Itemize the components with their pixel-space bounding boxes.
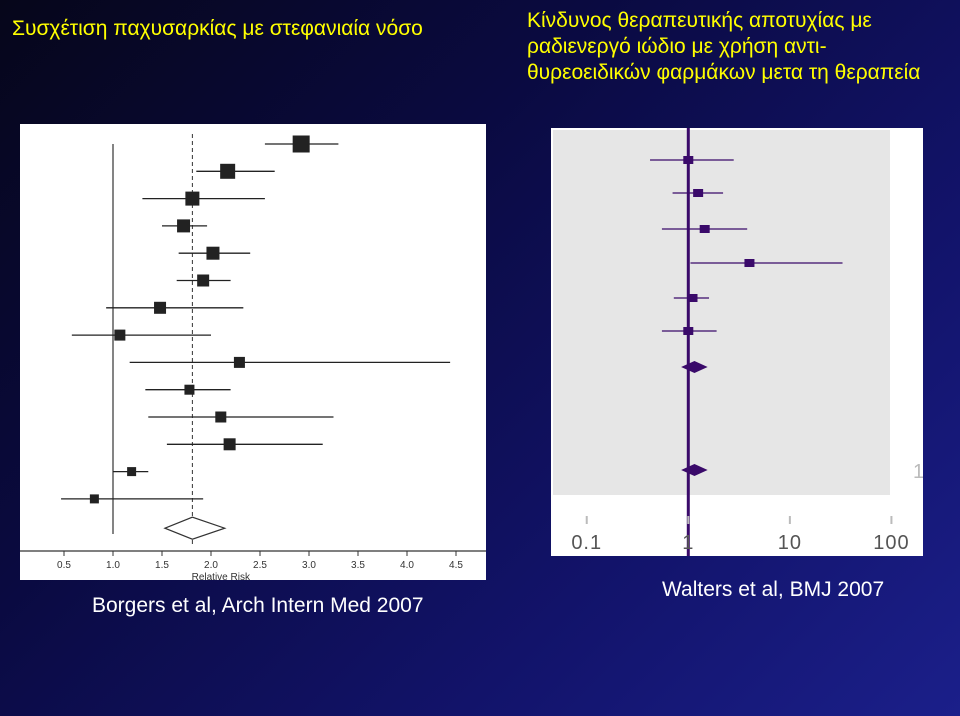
x-tick-label: 2.5 (253, 560, 267, 571)
forest-plot-right-svg: 1 0.1 1 10 100 (553, 128, 923, 556)
slide-title-left: Συσχέτιση παχυσαρκίας με στεφανιαία νόσο (12, 17, 423, 40)
citation-left: Borgers et al, Arch Intern Med 2007 (92, 594, 424, 617)
study-marker (220, 163, 236, 179)
study-marker (683, 327, 694, 335)
x-tick-label: 2.0 (204, 560, 218, 571)
study-marker (154, 301, 167, 314)
study-marker (89, 494, 99, 504)
pooled-diamond (681, 361, 708, 373)
study-marker (127, 467, 137, 477)
study-marker (744, 259, 755, 267)
study-marker (215, 411, 227, 423)
plot-background (553, 130, 890, 495)
pooled-diamond (681, 464, 708, 476)
x-tick-label: 0.1 (571, 532, 602, 554)
study-marker (233, 356, 245, 368)
x-tick-label: 4.0 (400, 560, 414, 571)
x-tick-label: 3.0 (302, 560, 316, 571)
citation-right: Walters et al, BMJ 2007 (662, 578, 885, 601)
forest-plot-left-svg: 0.5 1.0 1.5 2.0 2.5 3.0 3.5 4.0 4.5 Relative Risk (20, 134, 486, 580)
right-edge-label: 1 (913, 461, 923, 483)
study-marker (185, 191, 200, 206)
study-marker (699, 225, 710, 233)
study-marker (693, 189, 704, 197)
pooled-diamond (163, 516, 227, 540)
x-axis-label: Relative Risk (192, 572, 251, 580)
study-marker (292, 135, 310, 153)
study-marker (184, 384, 195, 395)
study-marker (197, 274, 210, 287)
slide-title-right: Κίνδυνος θεραπευτικής αποτυχίας με ραδιε… (527, 9, 921, 84)
study-marker (223, 438, 236, 451)
x-tick-label: 10 (778, 532, 802, 554)
study-marker (206, 246, 220, 260)
study-marker (687, 294, 698, 302)
study-marker (114, 329, 126, 341)
x-tick-label: 100 (873, 532, 909, 554)
study-marker (683, 156, 694, 164)
x-tick-label: 1.0 (106, 560, 120, 571)
x-tick-label: 1 (682, 532, 694, 554)
study-marker (177, 219, 191, 233)
forest-plot-left: 0.5 1.0 1.5 2.0 2.5 3.0 3.5 4.0 4.5 Relative Risk (20, 124, 486, 580)
x-tick-label: 4.5 (449, 560, 463, 571)
x-tick-label: 3.5 (351, 560, 365, 571)
x-tick-label: 1.5 (155, 560, 169, 571)
forest-plot-right: 1 0.1 1 10 100 (551, 128, 923, 556)
x-tick-label: 0.5 (57, 560, 71, 571)
